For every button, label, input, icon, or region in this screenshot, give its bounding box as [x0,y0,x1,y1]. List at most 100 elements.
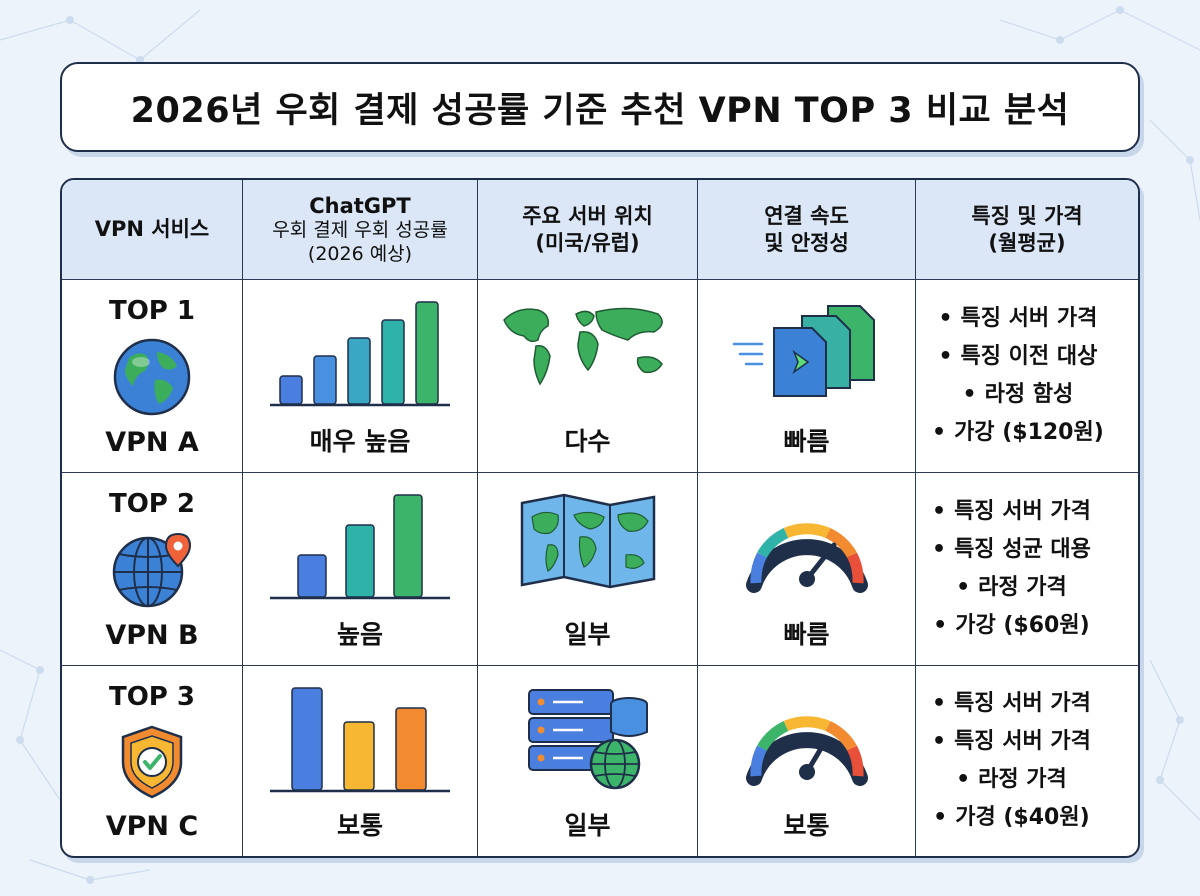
feature-text: 라정 가격 [978,575,1067,600]
header-server-line1: 주요 서버 위치 [522,204,653,229]
fast-file-transfer-icon [732,305,875,397]
bullet: • [932,691,947,716]
header-features: 특징 및 가격 (월평균) [916,180,1138,280]
row3-success-bars [270,687,450,793]
feature-item: • 가강 ($120원) [932,414,1104,452]
feature-text: 특징 서버 가격 [954,499,1091,524]
row1-speed-cell: 빠름 [698,280,916,473]
row3-features-list: • 특징 서버 가격 • 특징 서버 가격 • 라정 가격 • 가경 ($40원) [932,685,1091,837]
header-feature-line1: 특징 및 가격 [971,204,1083,229]
row2-rank: TOP 2 [108,489,196,519]
bar [297,554,327,598]
feature-text: 가경 ($40원) [955,805,1090,830]
row2-server-label: 일부 [564,620,611,649]
feature-text: 특징 서버 가격 [954,691,1091,716]
bullet: • [932,729,947,754]
feature-item: • 라정 가격 [932,569,1091,607]
row1-success-cell: 매우 높음 [243,280,478,473]
feature-item: • 가경 ($40원) [932,799,1091,837]
bullet: • [956,575,971,600]
speedometer-icon [745,716,868,786]
feature-item: • 특징 서버 가격 [932,300,1104,338]
row3-features-cell: • 특징 서버 가격 • 특징 서버 가격 • 라정 가격 • 가경 ($40원) [916,666,1138,856]
bar [345,524,375,598]
header-server-location: 주요 서버 위치 (미국/유럽) [478,180,698,280]
bullet: • [932,420,947,445]
feature-item: • 라정 가격 [932,761,1091,799]
feature-item: • 특징 서버 가격 [932,493,1091,531]
feature-text: 가강 ($120원) [954,420,1104,445]
row2-success-cell: 높음 [243,473,478,666]
feature-item: • 특징 서버 가격 [932,723,1091,761]
bullet: • [933,613,948,638]
row1-features-cell: • 특징 서버 가격 • 특징 이전 대상 • 라정 함성 • 가강 ($120원) [916,280,1138,473]
row2-vpn-name: VPN B [105,620,199,651]
row2-speed-cell: 빠름 [698,473,916,666]
shield-check-icon [121,725,183,798]
feature-item: • 특징 서버 가격 [932,685,1091,723]
row2-service-cell: TOP 2 VPN B [62,473,243,666]
feature-item: • 특징 이전 대상 [932,338,1104,376]
row3-rank: TOP 3 [108,682,196,712]
feature-item: • 특징 성균 대용 [932,531,1091,569]
row1-features-list: • 특징 서버 가격 • 특징 이전 대상 • 라정 함성 • 가강 ($120원) [932,300,1104,452]
feature-text: 특징 서버 가격 [954,729,1091,754]
header-success-line3: (2026 예상) [307,242,413,265]
bar [291,687,323,791]
speedometer-icon [745,523,868,593]
feature-text: 가강 ($60원) [955,613,1090,638]
row1-service-cell: TOP 1 VPN A [62,280,243,473]
header-success-line1: ChatGPT [309,193,411,218]
bar [393,494,423,598]
row3-speed-label: 보통 [783,811,830,840]
feature-text: 라정 함성 [984,382,1074,407]
bullet: • [938,306,953,331]
header-speed-line2: 및 안정성 [764,230,849,255]
globe-pin-icon [112,532,192,607]
bullet: • [956,767,971,792]
row1-vpn-name: VPN A [105,427,199,458]
header-service: VPN 서비스 [62,180,243,280]
row1-speed-label: 빠름 [783,427,830,456]
row3-vpn-name: VPN C [105,811,199,842]
bar [347,337,371,405]
header-feature-line2: (월평균) [988,230,1066,255]
row1-success-label: 매우 높음 [309,427,411,456]
bar [313,355,337,405]
row2-speed-label: 빠름 [783,620,830,649]
server-globe-icon [527,689,648,790]
row2-server-cell: 일부 [478,473,698,666]
feature-item: • 가강 ($60원) [932,607,1091,645]
bullet: • [938,344,953,369]
header-service-label: VPN 서비스 [94,217,210,242]
feature-text: 특징 서버 가격 [960,306,1098,331]
row2-success-label: 높음 [336,620,383,649]
row3-server-label: 일부 [564,811,611,840]
header-speed-line1: 연결 속도 [764,204,849,229]
folded-map-icon [520,493,655,589]
row2-features-cell: • 특징 서버 가격 • 특징 성균 대용 • 라정 가격 • 가강 ($60원) [916,473,1138,666]
feature-text: 라정 가격 [978,767,1067,792]
bullet: • [962,382,977,407]
header-success-line2: 우회 결제 우회 성공률 [272,218,448,241]
bar [279,375,303,405]
feature-text: 특징 이전 대상 [960,344,1098,369]
feature-text: 특징 성균 대용 [954,537,1091,562]
bar [415,301,439,405]
row3-success-label: 보통 [336,811,383,840]
bar [343,721,375,791]
header-success-rate: ChatGPT 우회 결제 우회 성공률 (2026 예상) [243,180,478,280]
bar [381,319,405,405]
page-title: 2026년 우회 결제 성공률 기준 추천 VPN TOP 3 비교 분석 [130,90,1070,131]
row1-success-bars [270,301,450,407]
header-speed: 연결 속도 및 안정성 [698,180,916,280]
row3-server-cell: 일부 [478,666,698,856]
row3-speed-cell: 보통 [698,666,916,856]
bar [395,707,427,791]
row1-server-cell: 다수 [478,280,698,473]
bullet: • [932,537,947,562]
bullet: • [932,499,947,524]
bullet: • [933,805,948,830]
world-map-icon [502,307,663,386]
